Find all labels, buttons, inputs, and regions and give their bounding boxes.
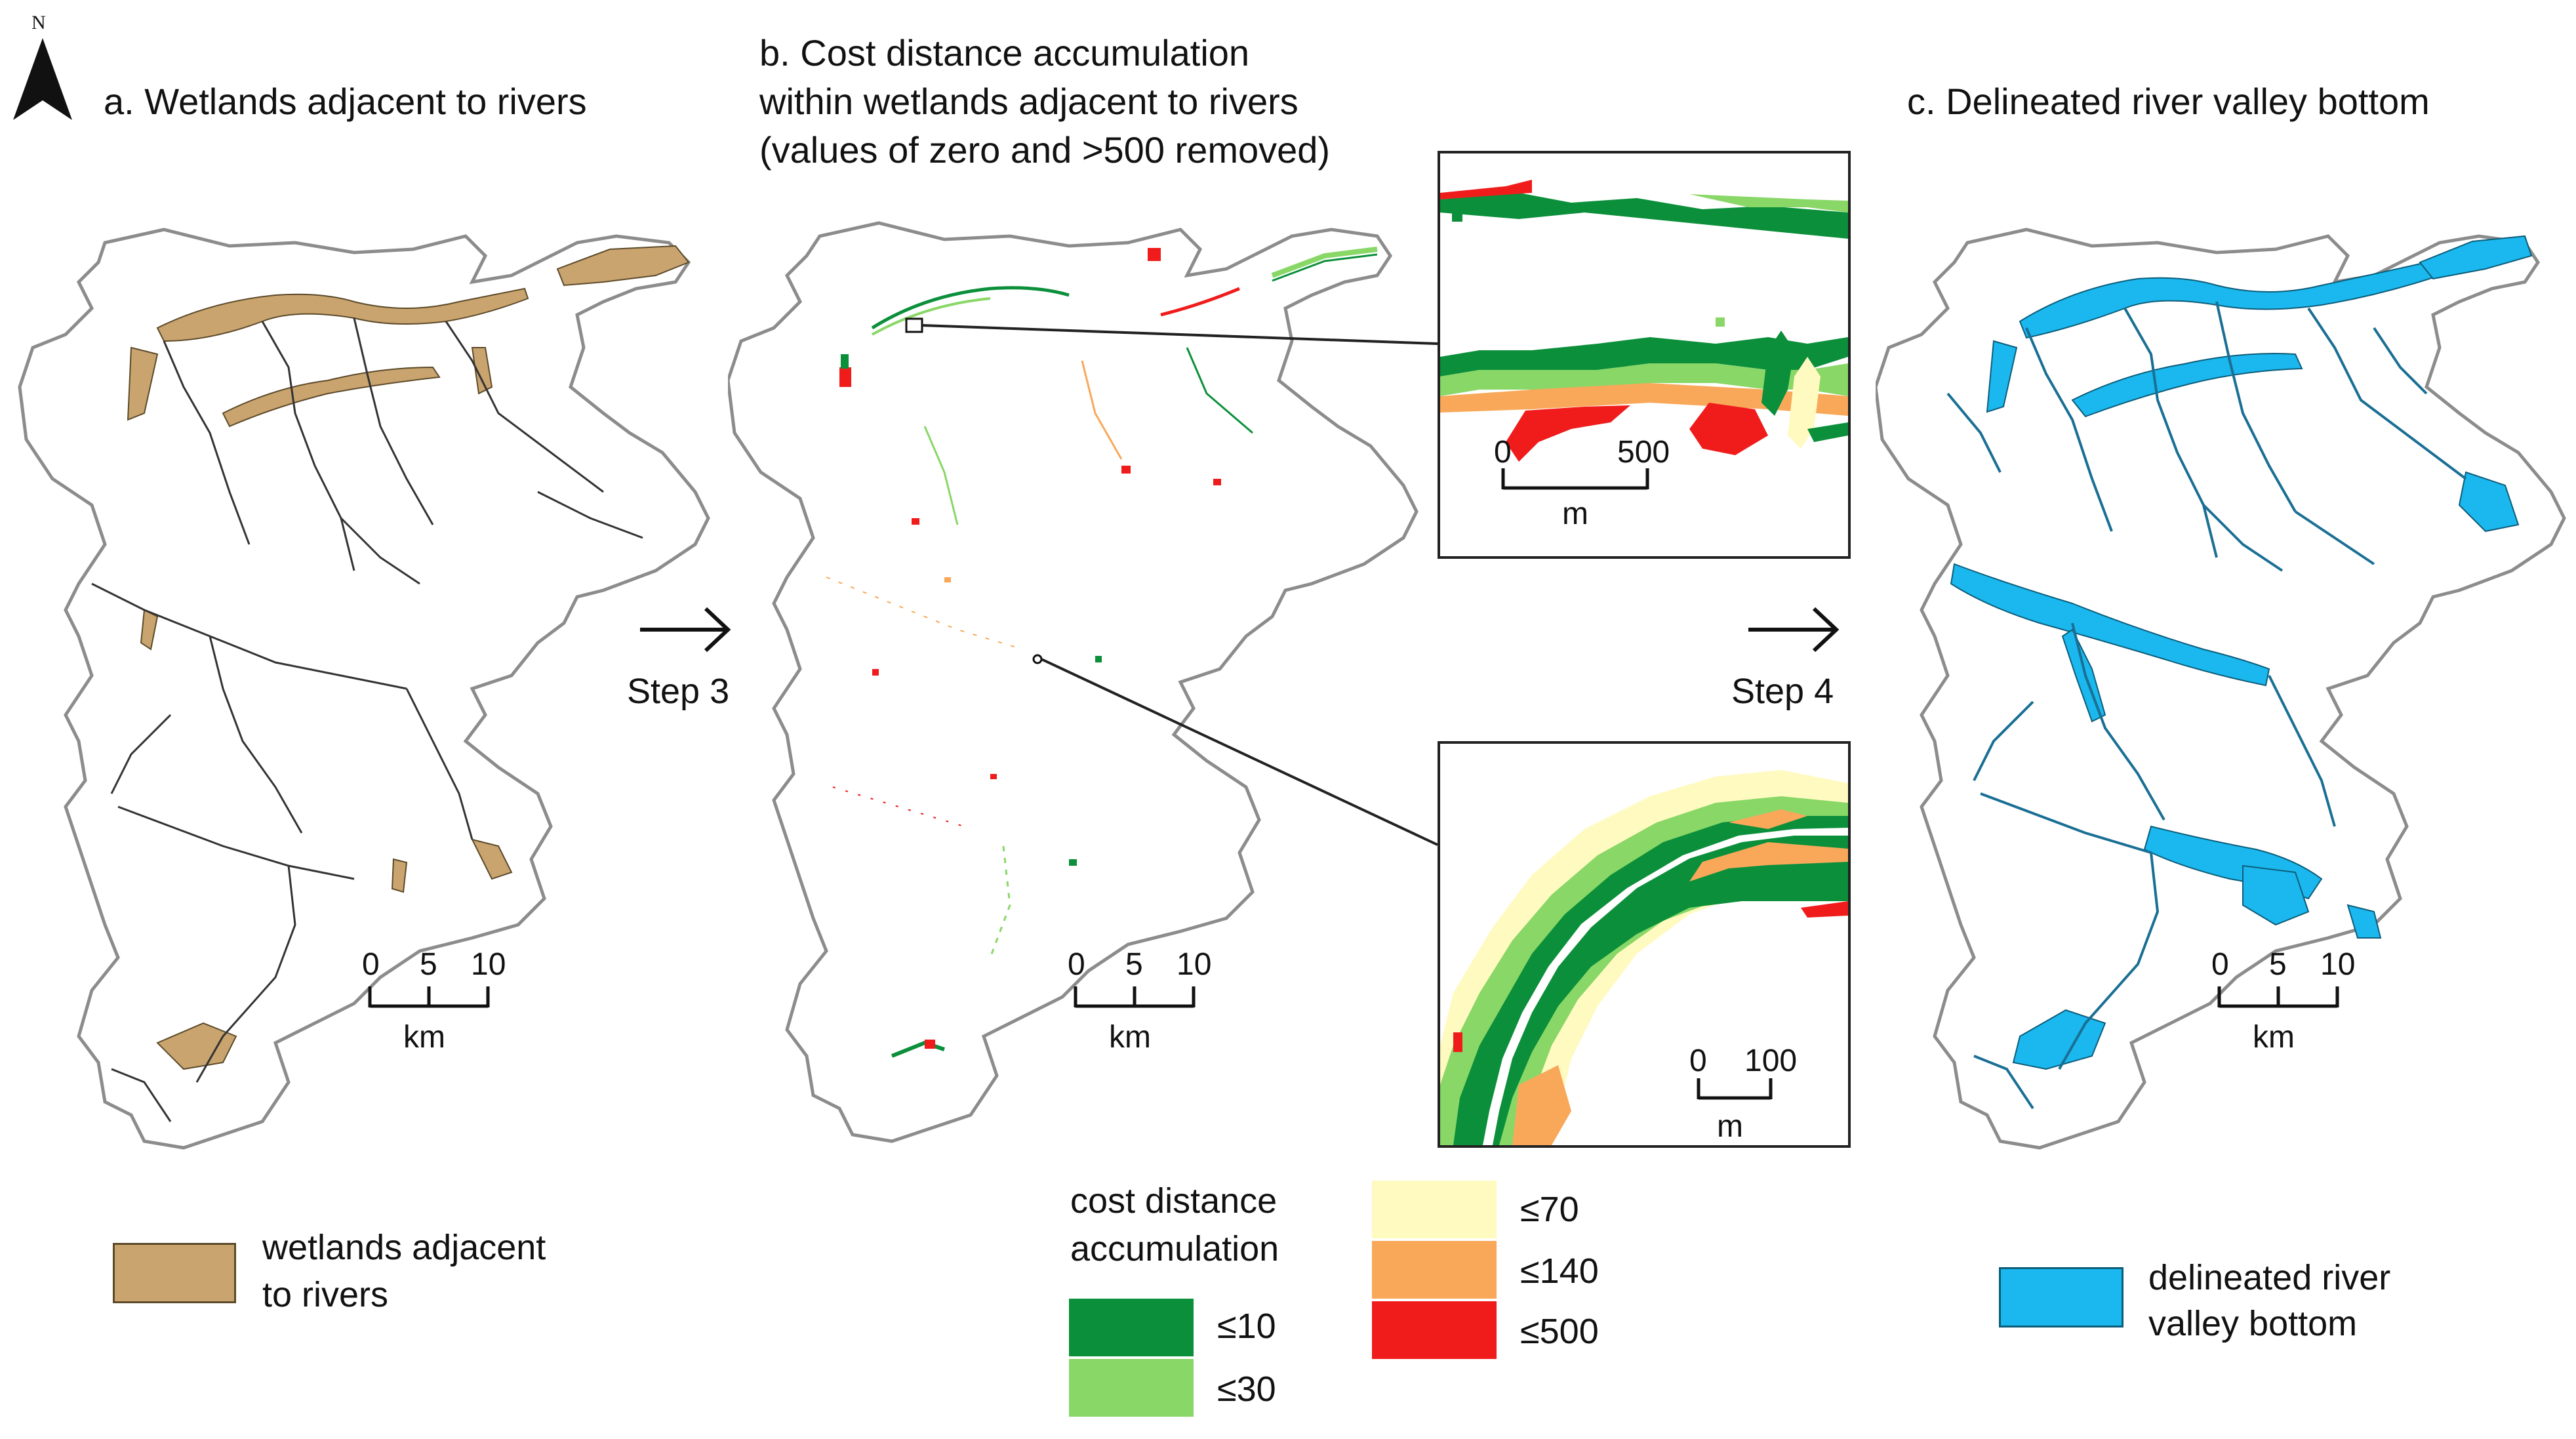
scalebar-b — [1074, 986, 1196, 1008]
cost-distance-cells-b — [826, 247, 1378, 1058]
inset-top-scale-unit: m — [1562, 497, 1588, 531]
inset-top-scalebar — [1501, 468, 1649, 490]
north-arrow-icon — [13, 38, 72, 120]
cost-legend-title-line2: accumulation — [1070, 1229, 1279, 1268]
map-panel-a — [18, 228, 710, 1150]
inset-bottom-scale-tick-0: 0 — [1689, 1044, 1707, 1078]
legend-a-label-line2: to rivers — [262, 1275, 389, 1314]
wetland-patches-a — [127, 245, 690, 1070]
north-letter: N — [31, 12, 46, 33]
scale-c-unit: km — [2253, 1020, 2295, 1055]
panel-c-title: c. Delineated river valley bottom — [1907, 81, 2430, 122]
inset-top-map — [1440, 180, 1848, 462]
legend-c-label-line2: valley bottom — [2148, 1304, 2358, 1343]
inset-locator-bottom — [1032, 654, 1043, 664]
scalebar-a — [368, 986, 490, 1008]
watershed-outline-a — [18, 228, 710, 1150]
legend-a-label-line1: wetlands adjacent — [262, 1228, 546, 1267]
panel-b-title-line3: (values of zero and >500 removed) — [759, 129, 1331, 171]
stream-network-c — [1946, 301, 2467, 1110]
scale-b-tick-2: 10 — [1177, 947, 1212, 982]
map-panel-c — [1876, 228, 2566, 1150]
panel-b-title-line2: within wetlands adjacent to rivers — [759, 81, 1298, 122]
cost-legend-swatch-10 — [1069, 1299, 1194, 1356]
step4-label: Step 4 — [1731, 672, 1834, 711]
scale-a-tick-2: 10 — [471, 947, 506, 982]
scale-c-tick-2: 10 — [2320, 947, 2356, 982]
scale-c-tick-1: 5 — [2269, 947, 2287, 982]
inset-bottom-map — [1440, 770, 1848, 1145]
valley-bottom-polygons-c — [1950, 235, 2533, 1070]
stream-network-a — [91, 317, 643, 1122]
inset-bottom: 0 100 m — [1438, 741, 1851, 1148]
inset-top: 0 500 m — [1438, 151, 1851, 559]
panel-a-title: a. Wetlands adjacent to rivers — [104, 81, 587, 122]
cost-legend-swatch-140 — [1372, 1241, 1497, 1299]
cost-legend-label-140: ≤140 — [1520, 1251, 1599, 1291]
scale-b-unit: km — [1109, 1020, 1151, 1055]
inset-bottom-scalebar — [1697, 1078, 1773, 1100]
scale-b-tick-1: 5 — [1125, 947, 1143, 982]
step3-label: Step 3 — [627, 672, 730, 711]
cost-legend-title-line1: cost distance — [1070, 1181, 1278, 1221]
cost-legend-label-70: ≤70 — [1520, 1190, 1579, 1229]
watershed-outline-b — [728, 221, 1419, 1143]
panel-b-title-line1: b. Cost distance accumulation — [759, 32, 1250, 73]
inset-locator-top — [905, 317, 923, 333]
cost-legend-swatch-70 — [1372, 1181, 1497, 1238]
step4-arrow-icon — [1748, 607, 1840, 653]
cost-legend-label-10: ≤10 — [1217, 1307, 1276, 1346]
scalebar-c — [2217, 986, 2339, 1008]
scale-a-tick-0: 0 — [362, 947, 380, 982]
cost-legend-swatch-30 — [1069, 1359, 1194, 1417]
inset-bottom-scale-tick-1: 100 — [1744, 1044, 1798, 1078]
scale-a-unit: km — [403, 1020, 445, 1055]
scale-c-tick-0: 0 — [2211, 947, 2229, 982]
cost-legend-swatch-500 — [1372, 1301, 1497, 1359]
cost-legend-label-30: ≤30 — [1217, 1369, 1276, 1409]
cost-legend-label-500: ≤500 — [1520, 1312, 1599, 1351]
map-panel-b — [728, 221, 1419, 1143]
step3-arrow-icon — [640, 607, 731, 653]
legend-c-swatch — [1999, 1267, 2123, 1328]
inset-bottom-scale-unit: m — [1717, 1109, 1743, 1144]
legend-c-label-line1: delineated river — [2148, 1258, 2391, 1297]
scale-a-tick-1: 5 — [420, 947, 437, 982]
inset-top-scale-tick-1: 500 — [1617, 435, 1670, 470]
inset-top-scale-tick-0: 0 — [1494, 435, 1512, 470]
legend-a-swatch — [113, 1243, 236, 1303]
scale-b-tick-0: 0 — [1068, 947, 1085, 982]
